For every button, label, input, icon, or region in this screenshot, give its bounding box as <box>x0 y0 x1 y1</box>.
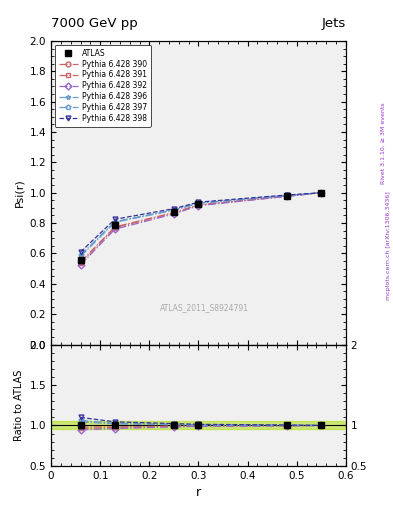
X-axis label: r: r <box>196 486 201 499</box>
Bar <box>51 421 346 430</box>
Line: Pythia 6.428 391: Pythia 6.428 391 <box>78 190 324 266</box>
Text: mcplots.cern.ch [arXiv:1306.3436]: mcplots.cern.ch [arXiv:1306.3436] <box>386 191 391 300</box>
Line: Pythia 6.428 398: Pythia 6.428 398 <box>78 190 324 254</box>
Pythia 6.428 396 <box>172 207 176 214</box>
Pythia 6.428 398 <box>172 206 176 212</box>
Pythia 6.428 397 <box>196 200 201 206</box>
Pythia 6.428 392 <box>113 226 118 232</box>
Pythia 6.428 391 <box>285 193 289 199</box>
Line: Pythia 6.428 392: Pythia 6.428 392 <box>78 190 324 267</box>
Pythia 6.428 392 <box>285 194 289 200</box>
Pythia 6.428 396 <box>285 193 289 199</box>
Text: 7000 GeV pp: 7000 GeV pp <box>51 16 138 30</box>
Pythia 6.428 391 <box>196 202 201 208</box>
Pythia 6.428 391 <box>319 189 324 196</box>
Pythia 6.428 397 <box>113 219 118 225</box>
Pythia 6.428 396 <box>113 219 118 225</box>
Pythia 6.428 390 <box>113 224 118 230</box>
Line: Pythia 6.428 396: Pythia 6.428 396 <box>78 190 324 259</box>
Pythia 6.428 398 <box>78 249 83 255</box>
Pythia 6.428 397 <box>319 189 324 196</box>
Pythia 6.428 392 <box>172 211 176 217</box>
Pythia 6.428 391 <box>172 210 176 216</box>
Pythia 6.428 396 <box>78 253 83 260</box>
Text: ATLAS_2011_S8924791: ATLAS_2011_S8924791 <box>160 304 249 313</box>
Text: Rivet 3.1.10, ≥ 3M events: Rivet 3.1.10, ≥ 3M events <box>381 102 386 184</box>
Pythia 6.428 392 <box>319 189 324 196</box>
Pythia 6.428 390 <box>319 189 324 196</box>
Pythia 6.428 392 <box>78 262 83 268</box>
Pythia 6.428 397 <box>172 207 176 213</box>
Pythia 6.428 392 <box>196 203 201 209</box>
Pythia 6.428 398 <box>196 199 201 205</box>
Pythia 6.428 390 <box>196 202 201 208</box>
Line: Pythia 6.428 397: Pythia 6.428 397 <box>78 190 324 258</box>
Pythia 6.428 390 <box>172 209 176 216</box>
Legend: ATLAS, Pythia 6.428 390, Pythia 6.428 391, Pythia 6.428 392, Pythia 6.428 396, P: ATLAS, Pythia 6.428 390, Pythia 6.428 39… <box>55 45 151 127</box>
Line: Pythia 6.428 390: Pythia 6.428 390 <box>78 190 324 264</box>
Y-axis label: Psi(r): Psi(r) <box>14 178 24 207</box>
Pythia 6.428 391 <box>78 260 83 266</box>
Pythia 6.428 390 <box>285 193 289 199</box>
Pythia 6.428 398 <box>113 216 118 222</box>
Pythia 6.428 398 <box>319 189 324 196</box>
Y-axis label: Ratio to ATLAS: Ratio to ATLAS <box>14 370 24 441</box>
Pythia 6.428 397 <box>285 193 289 199</box>
Pythia 6.428 390 <box>78 259 83 265</box>
Pythia 6.428 397 <box>78 252 83 258</box>
Pythia 6.428 396 <box>196 200 201 206</box>
Pythia 6.428 398 <box>285 192 289 198</box>
Pythia 6.428 396 <box>319 189 324 196</box>
Text: Jets: Jets <box>321 16 346 30</box>
Pythia 6.428 391 <box>113 225 118 231</box>
